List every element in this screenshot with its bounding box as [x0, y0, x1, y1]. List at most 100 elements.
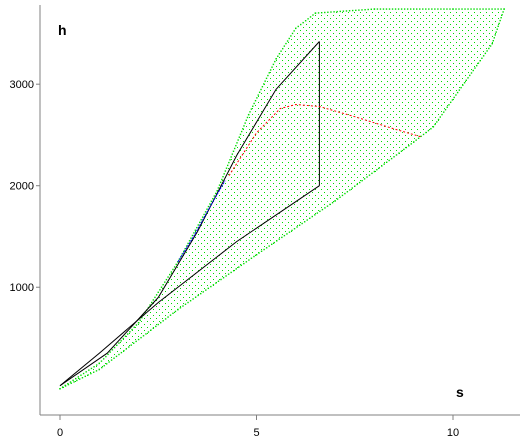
region-dot [345, 111, 346, 112]
region-dot [297, 105, 298, 106]
region-dot [339, 123, 340, 124]
region-dot [381, 21, 382, 22]
region-dot [399, 15, 400, 16]
region-dot [155, 294, 158, 296]
region-dot [270, 102, 271, 103]
region-dot [391, 8, 394, 10]
region-dot [420, 108, 421, 109]
region-dot [291, 111, 292, 112]
region-dot [432, 54, 433, 55]
region-dot [348, 126, 349, 127]
region-dot [345, 123, 346, 124]
region-dot [252, 114, 253, 115]
region-dot [376, 168, 378, 171]
region-dot [435, 69, 436, 70]
region-dot [267, 159, 268, 160]
region-dot [363, 27, 364, 28]
region-dot [294, 108, 295, 109]
region-dot [315, 207, 316, 208]
region-dot [291, 213, 292, 214]
region-dot [327, 123, 328, 124]
region-dot [315, 147, 316, 148]
region-dot [393, 51, 394, 52]
region-dot [429, 33, 430, 34]
region-dot [267, 219, 268, 220]
region-dot [345, 135, 346, 136]
region-dot [378, 162, 379, 163]
region-dot [279, 81, 280, 82]
region-dot [192, 288, 193, 289]
region-dot [120, 342, 121, 343]
region-dot [381, 159, 382, 160]
region-dot [345, 141, 346, 142]
region-dot [402, 18, 403, 19]
region-dot [294, 144, 295, 145]
region-dot [321, 165, 322, 166]
region-dot [447, 57, 448, 58]
region-dot [252, 138, 253, 139]
region-dot [417, 81, 418, 82]
region-dot [300, 204, 301, 205]
region-dot [126, 342, 127, 343]
region-dot [255, 153, 256, 154]
region-dot [405, 87, 406, 88]
region-dot [390, 126, 391, 127]
region-dot [273, 189, 274, 190]
region-dot [420, 66, 421, 67]
region-dot [237, 255, 238, 256]
region-dot [229, 159, 231, 161]
region-dot [213, 279, 214, 280]
region-dot [405, 45, 406, 46]
region-dot [273, 213, 274, 214]
region-dot [405, 99, 406, 100]
region-dot [363, 57, 364, 58]
region-dot [345, 10, 348, 12]
region-dot [118, 353, 120, 356]
region-dot [267, 81, 268, 82]
region-dot [303, 123, 304, 124]
region-dot [70, 382, 72, 384]
region-dot [443, 8, 445, 10]
region-dot [330, 126, 331, 127]
region-dot [264, 114, 265, 115]
region-dot [239, 133, 242, 136]
region-dot [312, 132, 313, 133]
region-dot [345, 177, 346, 178]
region-dot [279, 237, 280, 238]
region-dot [285, 189, 286, 190]
region-dot [477, 63, 478, 64]
region-dot [411, 129, 412, 130]
region-dot [249, 117, 250, 118]
region-dot [351, 45, 352, 46]
region-dot [261, 243, 262, 244]
region-dot [486, 50, 488, 52]
region-dot [393, 75, 394, 76]
region-dot [252, 132, 253, 133]
region-dot [357, 33, 358, 34]
region-dot [237, 225, 238, 226]
region-dot [267, 135, 268, 136]
region-dot [252, 204, 253, 205]
region-dot [336, 60, 337, 61]
region-dot [189, 279, 190, 280]
region-dot [252, 246, 253, 247]
region-dot [405, 21, 406, 22]
region-dot [285, 165, 286, 166]
region-dot [267, 171, 268, 172]
region-dot [113, 357, 115, 359]
region-dot [107, 353, 109, 356]
region-dot [459, 33, 460, 34]
region-dot [393, 15, 394, 16]
region-dot [459, 87, 460, 88]
region-dot [282, 156, 283, 157]
region-dot [497, 25, 499, 28]
region-dot [456, 18, 457, 19]
region-dot [168, 306, 169, 307]
region-dot [309, 33, 310, 34]
region-dot [192, 252, 193, 253]
region-dot [225, 231, 226, 232]
region-dot [366, 72, 367, 73]
region-dot [249, 177, 250, 178]
region-dot [276, 192, 277, 193]
region-dot [264, 162, 265, 163]
